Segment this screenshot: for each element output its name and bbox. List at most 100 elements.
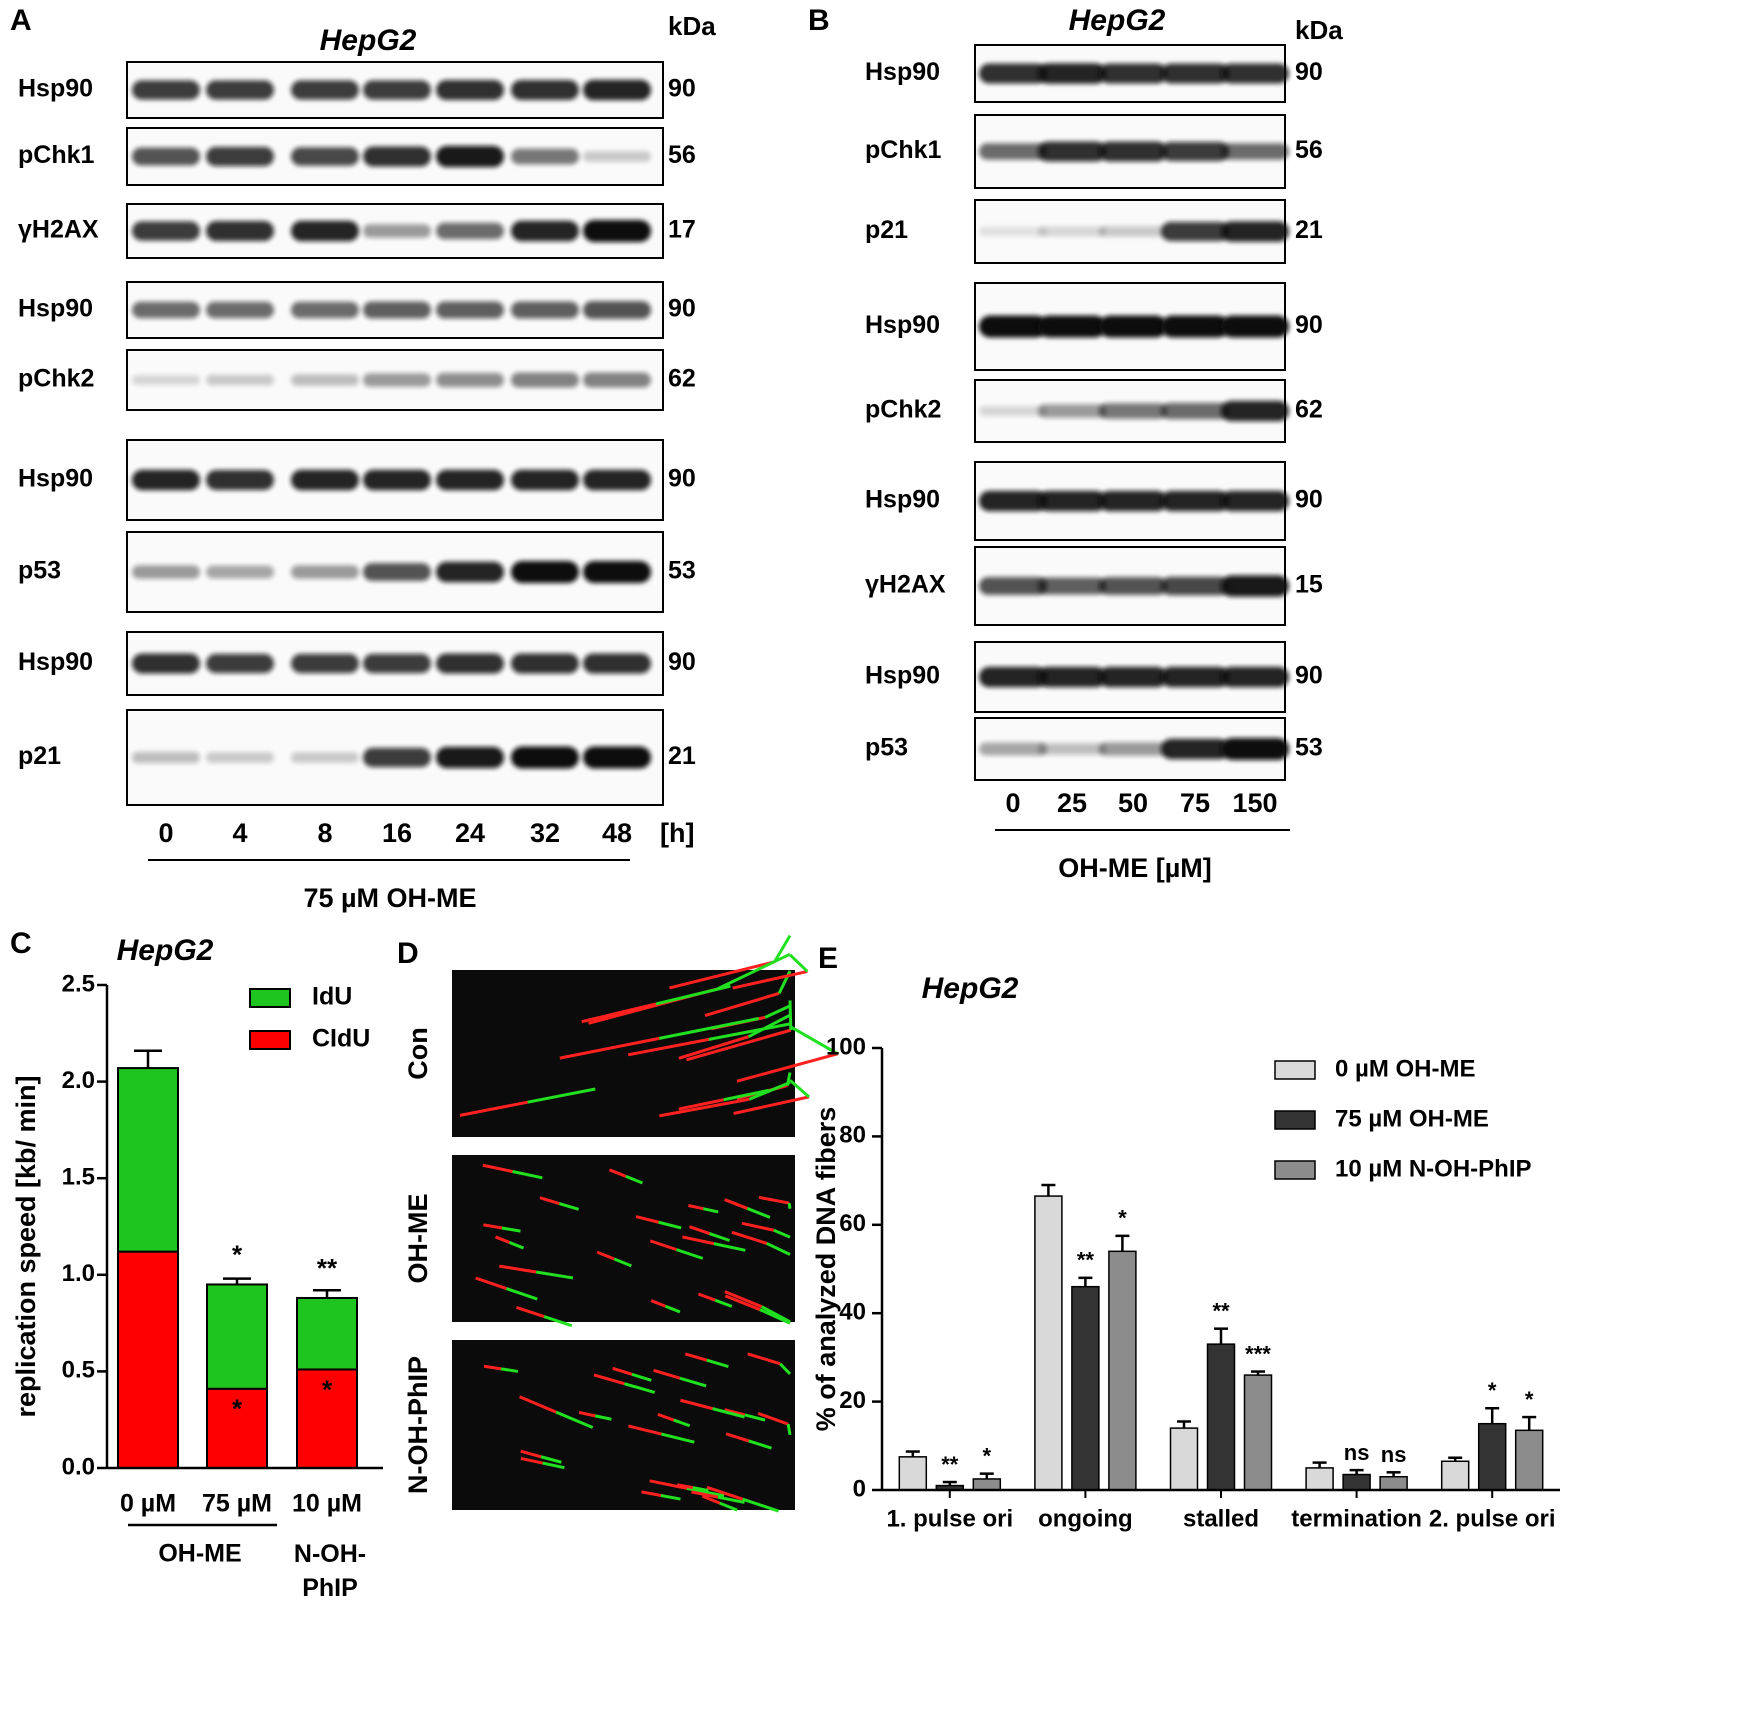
blot-kda: 56 bbox=[668, 141, 696, 169]
fiber bbox=[512, 1170, 543, 1180]
bar-segment bbox=[296, 1296, 358, 1371]
blot-name: Hsp90 bbox=[865, 662, 940, 690]
unit-label: [h] bbox=[660, 818, 694, 848]
treatment-label: OH-ME [µM] bbox=[1058, 853, 1212, 883]
fiber bbox=[724, 1294, 761, 1311]
fiber bbox=[712, 1407, 745, 1419]
blot-kda: 90 bbox=[668, 648, 696, 676]
blot-band bbox=[132, 469, 200, 491]
blot-band bbox=[1161, 141, 1229, 162]
blot-name: p21 bbox=[865, 216, 908, 244]
x-tick-label: 0 µM bbox=[120, 1490, 176, 1518]
blot-band bbox=[206, 374, 274, 386]
fiber bbox=[741, 1221, 775, 1232]
blot-name: p21 bbox=[18, 742, 61, 770]
blot-band bbox=[1221, 666, 1289, 688]
y-axis-label: replication speed [kb/ min] bbox=[11, 1075, 41, 1417]
significance-label: ** bbox=[1212, 1298, 1230, 1323]
y-tick-label: 40 bbox=[839, 1299, 866, 1326]
blot-kda: 90 bbox=[1295, 662, 1323, 690]
lane-label: 16 bbox=[382, 818, 412, 848]
legend-swatch bbox=[249, 1030, 291, 1050]
blot-name: Hsp90 bbox=[865, 311, 940, 339]
blot-band bbox=[206, 470, 274, 490]
blot-band bbox=[1161, 576, 1229, 596]
blot-band bbox=[979, 405, 1047, 417]
blot-band bbox=[511, 746, 579, 769]
fiber bbox=[500, 1367, 519, 1373]
fiber bbox=[655, 984, 731, 1006]
fiber bbox=[732, 969, 808, 990]
blot-kda: 90 bbox=[1295, 311, 1323, 339]
blot-band bbox=[1221, 490, 1289, 512]
blot-band bbox=[979, 577, 1047, 595]
fiber bbox=[757, 1411, 789, 1426]
blot-band bbox=[1038, 666, 1106, 688]
fiber bbox=[676, 1248, 704, 1260]
blot-band bbox=[132, 653, 200, 674]
blot-kda: 62 bbox=[1295, 396, 1323, 424]
lane-label: 0 bbox=[1005, 788, 1020, 818]
blot-name: Hsp90 bbox=[18, 75, 93, 103]
blot-name: Hsp90 bbox=[18, 465, 93, 493]
fiber bbox=[501, 1226, 521, 1233]
bar bbox=[1379, 1475, 1408, 1491]
significance-label: * bbox=[232, 1239, 243, 1269]
fiber bbox=[686, 1486, 725, 1498]
fiber bbox=[733, 1095, 810, 1115]
blot-kda: 90 bbox=[668, 295, 696, 323]
blot-kda: 17 bbox=[668, 216, 696, 244]
blot-band bbox=[511, 469, 579, 491]
fiber bbox=[787, 1202, 792, 1209]
fiber bbox=[724, 1408, 746, 1417]
blot-name: pChk2 bbox=[865, 396, 941, 424]
blot-band bbox=[1099, 141, 1167, 162]
x-tick-label: stalled bbox=[1183, 1505, 1259, 1532]
blot-band bbox=[583, 220, 651, 242]
blot-name: Hsp90 bbox=[865, 486, 940, 514]
blot-band bbox=[206, 80, 274, 100]
blot-band bbox=[291, 653, 359, 674]
legend-label: 10 µM N-OH-PhIP bbox=[1335, 1155, 1532, 1182]
lane-label: 24 bbox=[455, 818, 485, 848]
blot-band bbox=[979, 315, 1047, 338]
fiber bbox=[658, 1017, 759, 1040]
blot-band bbox=[291, 80, 359, 100]
fiber bbox=[678, 1035, 749, 1060]
blot-band bbox=[1038, 63, 1106, 84]
fiber bbox=[678, 1098, 724, 1111]
fiber bbox=[581, 1002, 657, 1024]
fiber bbox=[764, 1004, 791, 1019]
blot-kda: 53 bbox=[1295, 734, 1323, 762]
fiber bbox=[701, 1494, 721, 1505]
fiber bbox=[593, 1373, 625, 1386]
fiber bbox=[758, 1195, 790, 1205]
fiber bbox=[539, 1196, 560, 1205]
fiber bbox=[673, 1418, 691, 1428]
fiber bbox=[483, 1223, 503, 1230]
blot-band bbox=[206, 146, 274, 167]
significance-label: ** bbox=[317, 1253, 338, 1283]
blot-band bbox=[979, 63, 1047, 84]
fiber bbox=[786, 1423, 792, 1436]
blot-band bbox=[1099, 403, 1167, 419]
significance-label: * bbox=[322, 1374, 333, 1404]
fiber bbox=[625, 1175, 643, 1185]
blot-name: Hsp90 bbox=[18, 648, 93, 676]
blot-band bbox=[1099, 63, 1167, 84]
blot-band bbox=[291, 469, 359, 491]
blot-band bbox=[1038, 404, 1106, 418]
lane-label: 4 bbox=[232, 818, 247, 848]
blot-kda: 21 bbox=[1295, 216, 1323, 244]
blot-band bbox=[132, 80, 200, 100]
blot-band bbox=[1161, 221, 1229, 242]
significance-label: ** bbox=[941, 1452, 959, 1477]
x-tick-label: 2. pulse ori bbox=[1429, 1505, 1556, 1532]
cell-line: HepG2 bbox=[1069, 4, 1166, 37]
fiber bbox=[688, 1225, 711, 1236]
legend-swatch bbox=[1274, 1060, 1316, 1080]
y-tick-label: 20 bbox=[839, 1387, 866, 1414]
bar bbox=[1169, 1427, 1199, 1491]
fiber bbox=[688, 1204, 704, 1211]
